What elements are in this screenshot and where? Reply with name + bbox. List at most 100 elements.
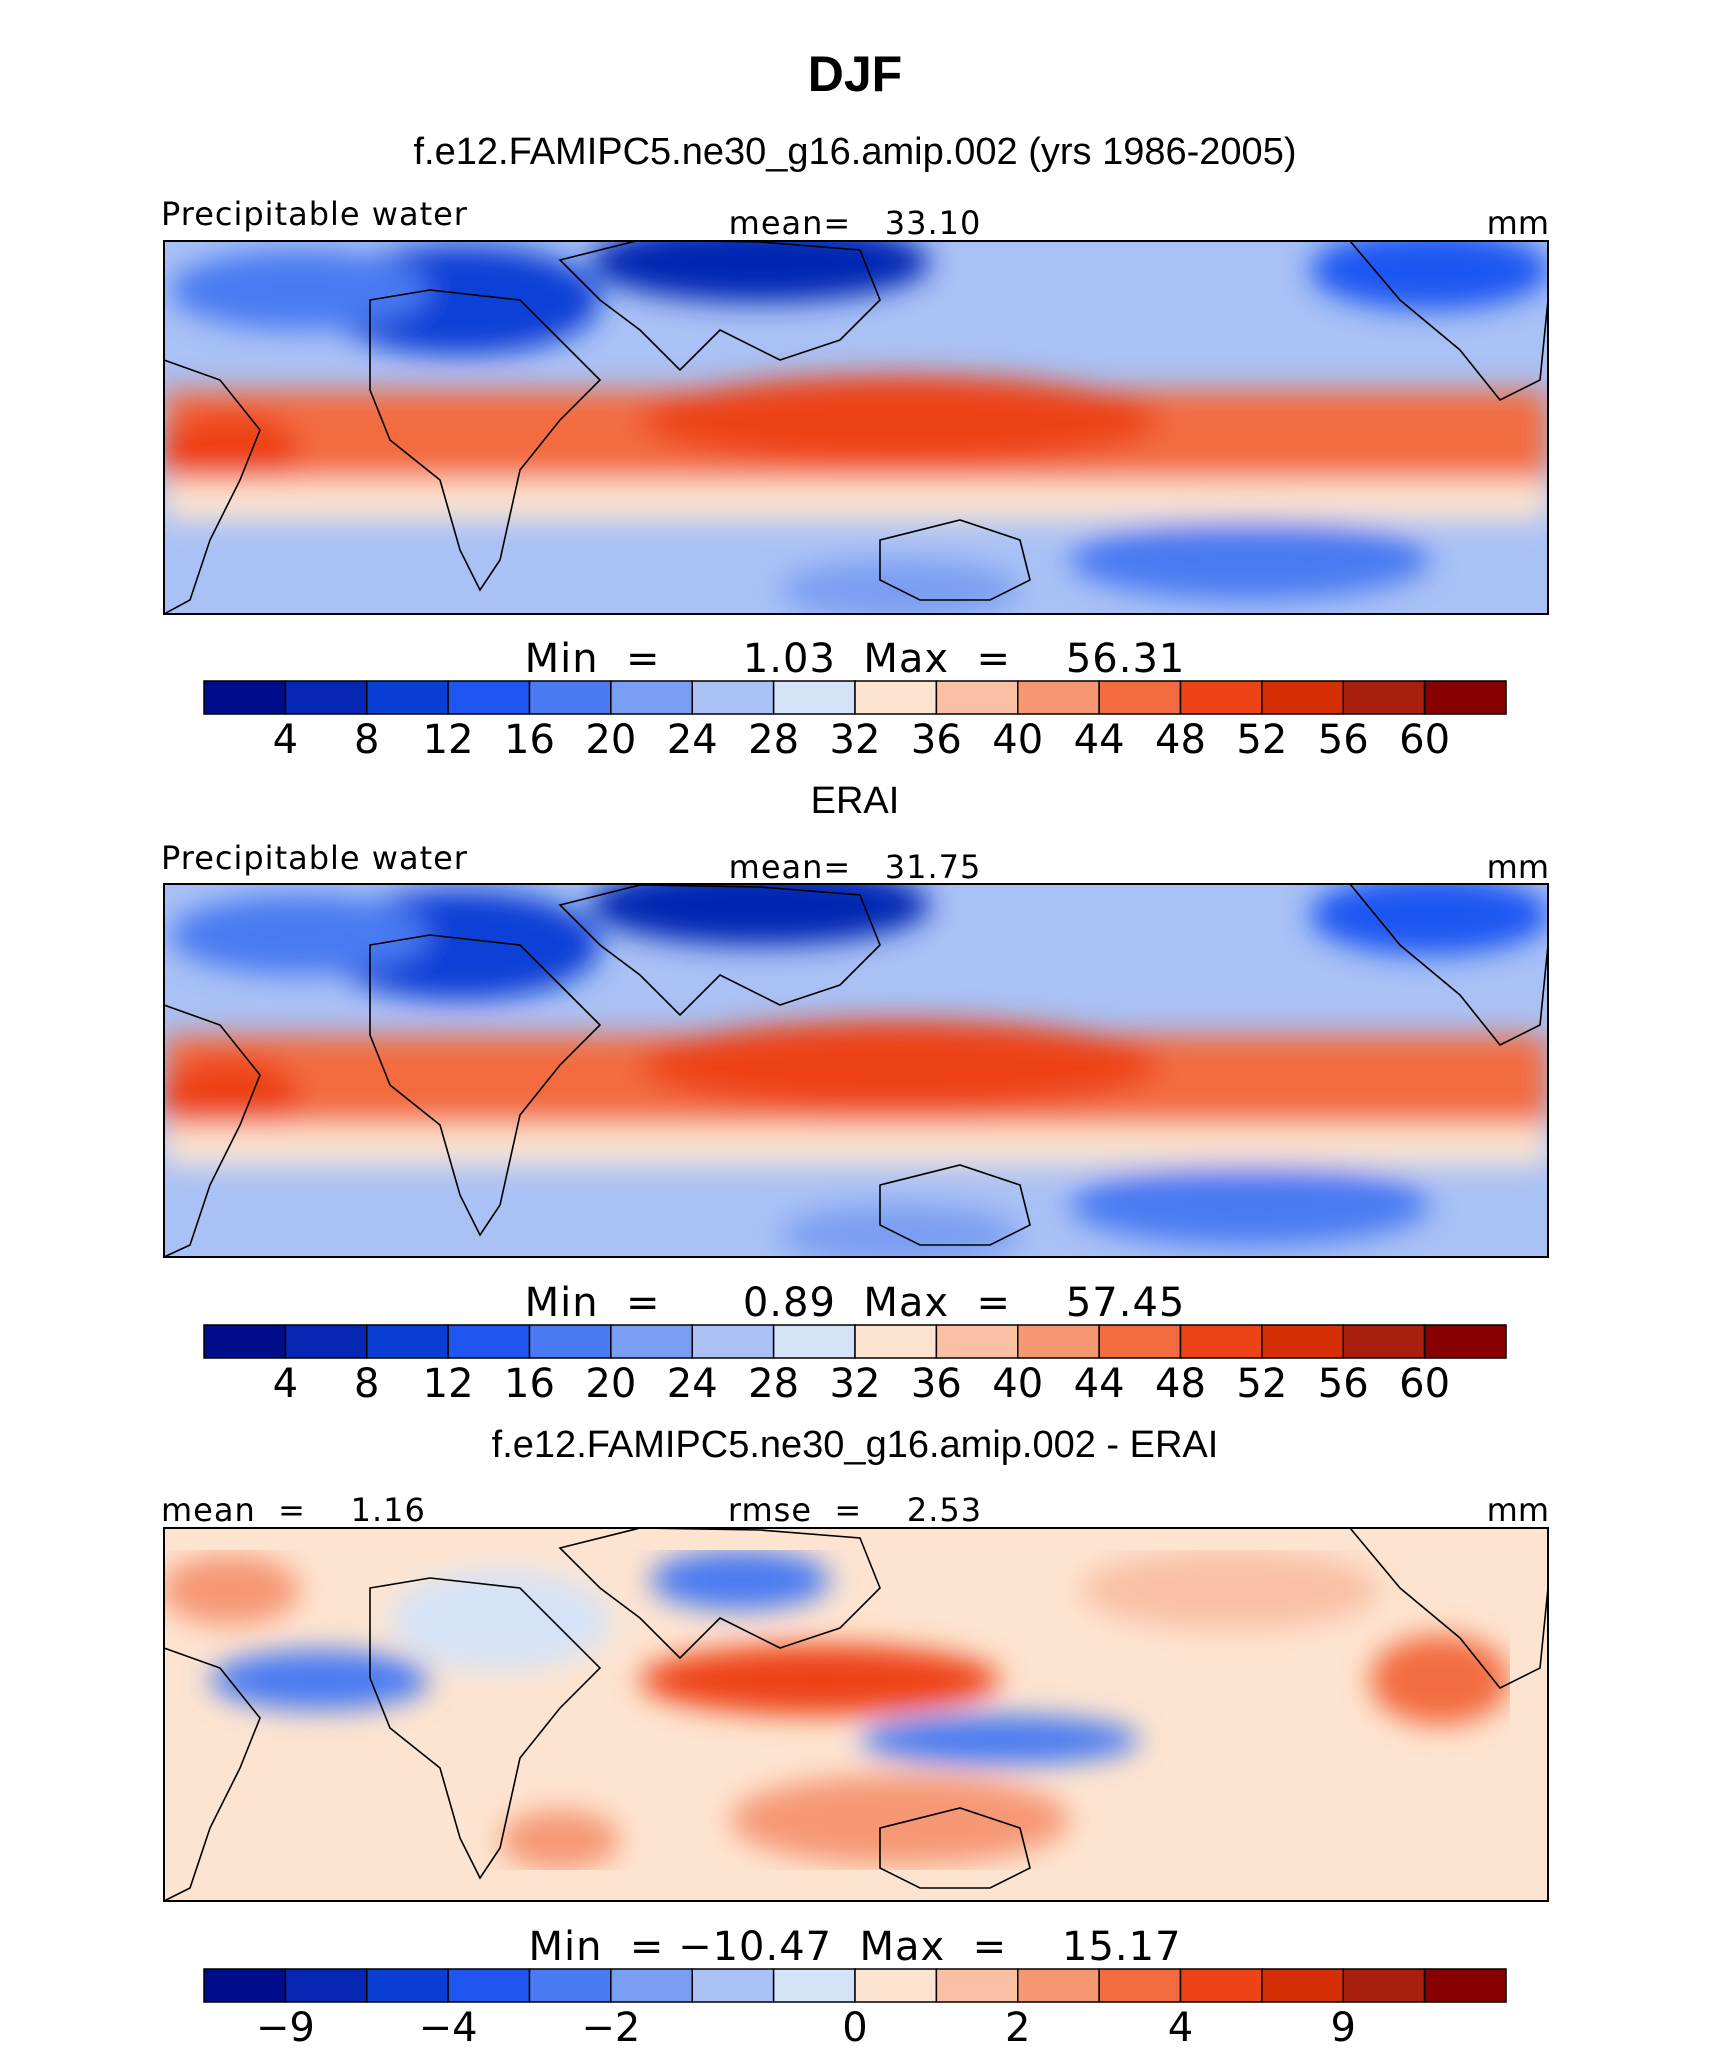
map-field [164,241,1548,614]
colorbar-tick-label: 4 [273,717,298,763]
colorbar-box [854,1968,938,2003]
colorbar-box [1423,1968,1507,2003]
colorbar-box [691,680,775,715]
units-label: mm [1487,204,1549,242]
colorbar-box [1179,1324,1263,1359]
rmse-label: rmse = 2.53 [728,1491,982,1529]
colorbar-box [610,1324,694,1359]
colorbar-tick-label: 48 [1155,1361,1206,1407]
colorbar-box [1261,1324,1345,1359]
mean-label: mean = 1.16 [161,1491,426,1529]
map-field [164,884,1548,1257]
colorbar-box [366,1324,449,1359]
colorbar-box [284,1968,368,2003]
colorbar-box [1423,680,1507,715]
colorbar-box [203,1324,287,1359]
colorbar-box [854,1324,938,1359]
colorbar-tick-label: 2 [1005,2005,1030,2048]
map-frame [163,883,1549,1258]
colorbar-tick-label: 16 [504,1361,555,1407]
stats-label: Min = −10.47 Max = 15.17 [528,1924,1181,1970]
colorbar-tick-label: 56 [1318,717,1369,763]
colorbar-tick-label: 24 [667,717,718,763]
colorbar-tick-label: 52 [1236,1361,1287,1407]
colorbar-tick-label: 36 [911,717,962,763]
colorbar-tick-label: 40 [992,1361,1043,1407]
colorbar-box [1017,1968,1100,2003]
map-field [164,1528,1548,1901]
colorbar-box [1342,1968,1426,2003]
colorbar-tick-label: 12 [423,717,474,763]
units-label: mm [1487,848,1549,886]
panel-difference: f.e12.FAMIPC5.ne30_g16.amip.002 - ERAI m… [161,1424,1549,2048]
colorbar-ticks: −9 −4 −2 0 2 4 9 [256,2005,1356,2048]
colorbar-box [1017,1324,1100,1359]
colorbar-box [284,680,368,715]
colorbar-box [447,1968,531,2003]
units-label: mm [1487,1491,1549,1529]
panel-erai: ERAI Precipitable water mean= 31.75 mm [161,780,1549,1407]
colorbar-tick-label: 48 [1155,717,1206,763]
colorbar-box [1098,680,1182,715]
colorbar-box [935,680,1019,715]
colorbar-ticks: 4 8 12 16 20 24 28 32 36 40 44 48 52 56 60 [273,717,1450,763]
colorbar-box [528,1968,612,2003]
coastline-outlines [164,1528,1548,1901]
colorbar-box [528,680,612,715]
colorbar-tick-label: 4 [273,1361,298,1407]
colorbar-box [1261,1968,1345,2003]
colorbar-tick-label: 0 [842,2005,867,2048]
left-label: Precipitable water [161,195,468,233]
panel-title: f.e12.FAMIPC5.ne30_g16.amip.002 (yrs 198… [414,131,1297,173]
colorbar-box [691,1968,775,2003]
colorbar-box [610,1968,694,2003]
colorbar-tick-label: 32 [830,1361,881,1407]
figure-title: DJF [808,46,902,102]
colorbar-box [284,1324,368,1359]
colorbar-tick-label: 4 [1168,2005,1193,2048]
colorbar-box [1261,680,1345,715]
colorbar-tick-label: 28 [748,717,799,763]
colorbar-box [528,1324,612,1359]
colorbar-box [1017,680,1100,715]
colorbar-tick-label: 32 [830,717,881,763]
colorbar-ticks: 4 8 12 16 20 24 28 32 36 40 44 48 52 56 60 [273,1361,1450,1407]
colorbar-tick-label: 44 [1074,717,1125,763]
colorbar-box [1179,1968,1263,2003]
colorbar-box [610,680,694,715]
colorbar [203,1968,1507,2003]
colorbar-box [1179,680,1263,715]
colorbar-box [1342,1324,1426,1359]
map-frame [163,1527,1549,1902]
colorbar-box [1342,680,1426,715]
colorbar-box [935,1324,1019,1359]
colorbar-box [772,1968,856,2003]
colorbar-tick-label: 9 [1331,2005,1356,2048]
colorbar-tick-label: 8 [354,717,379,763]
left-label: Precipitable water [161,839,468,877]
colorbar-tick-label: 56 [1318,1361,1369,1407]
colorbar-box [366,680,449,715]
stats-label: Min = 0.89 Max = 57.45 [525,1280,1186,1326]
mean-label: mean= 31.75 [729,848,982,886]
colorbar-tick-label: 12 [423,1361,474,1407]
colorbar-tick-label: −4 [419,2005,478,2048]
colorbar [203,1324,1507,1359]
colorbar-tick-label: 24 [667,1361,718,1407]
panel-title: ERAI [811,780,900,822]
colorbar-tick-label: 16 [504,717,555,763]
colorbar-box [1098,1324,1182,1359]
map-frame [163,240,1549,615]
colorbar-tick-label: 20 [585,1361,636,1407]
colorbar-box [1098,1968,1182,2003]
colorbar-tick-label: 8 [354,1361,379,1407]
panel-model: f.e12.FAMIPC5.ne30_g16.amip.002 (yrs 198… [161,131,1549,763]
colorbar-tick-label: 60 [1399,717,1450,763]
colorbar-box [366,1968,449,2003]
colorbar-box [854,680,938,715]
colorbar-box [447,680,531,715]
colorbar-tick-label: 20 [585,717,636,763]
colorbar-box [935,1968,1019,2003]
colorbar-tick-label: 44 [1074,1361,1125,1407]
